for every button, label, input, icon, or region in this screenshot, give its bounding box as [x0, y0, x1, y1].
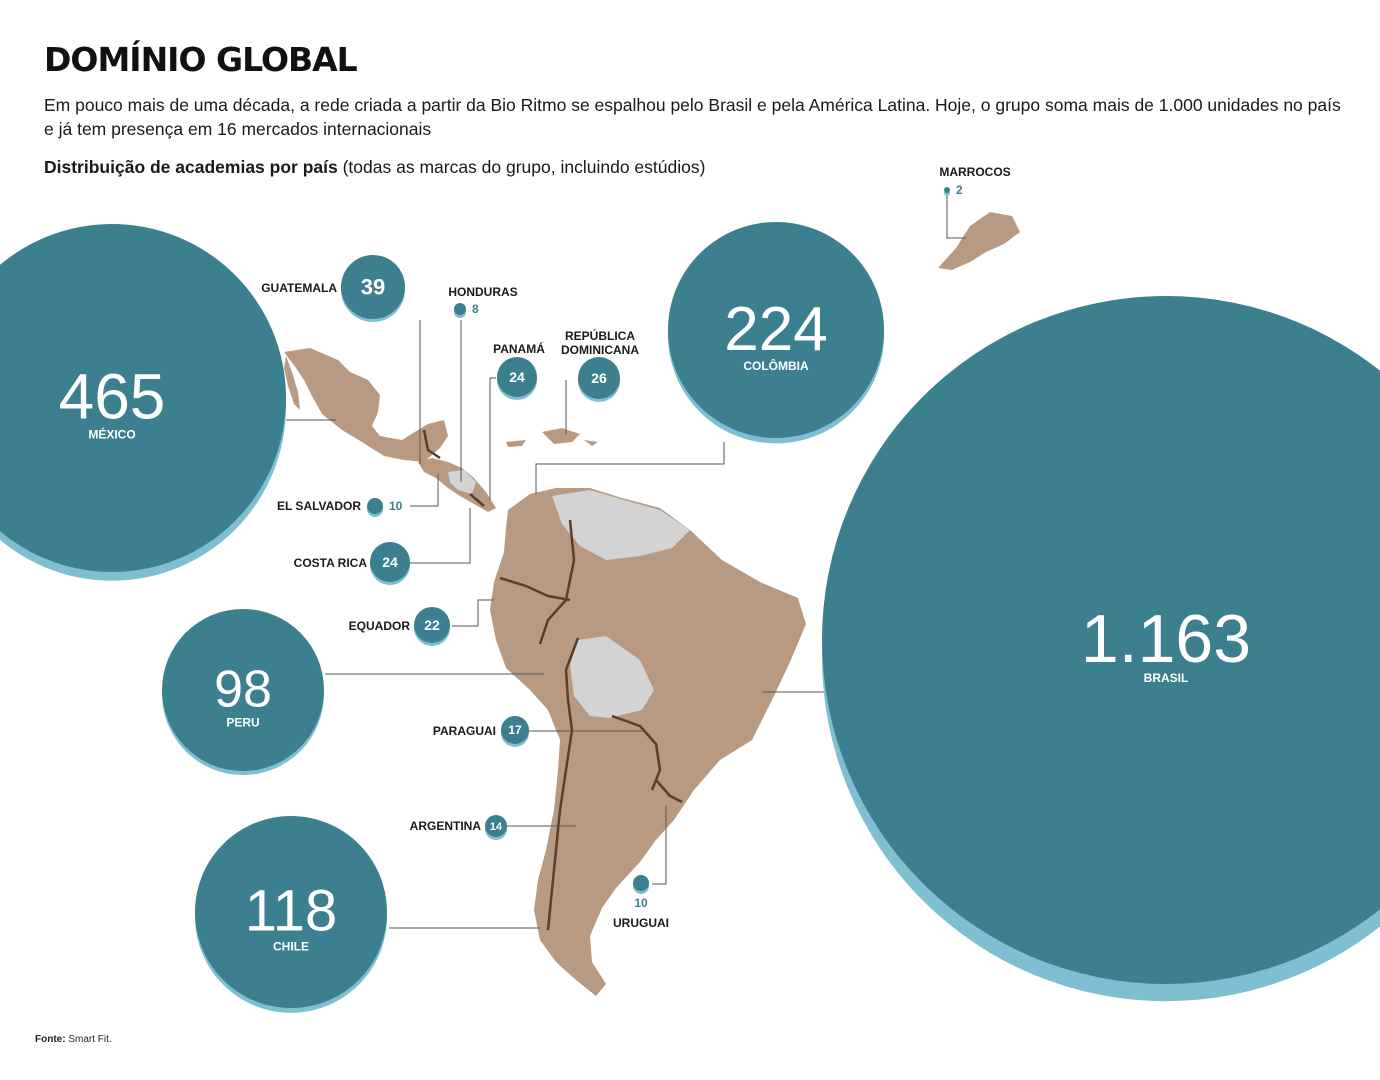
- morocco-land: [938, 212, 1020, 270]
- source-label: Fonte:: [35, 1034, 66, 1045]
- country-label: CHILE: [273, 940, 309, 954]
- value-label: 2: [956, 183, 963, 197]
- bubble-circle: [162, 609, 324, 771]
- country-label: EQUADOR: [349, 619, 411, 633]
- country-label: EL SALVADOR: [277, 499, 361, 513]
- bubble-circle: [414, 607, 450, 643]
- value-label: 17: [508, 723, 522, 737]
- distribution-heading: Distribuição de academias por país (toda…: [44, 157, 705, 178]
- south-america-land: [490, 488, 806, 996]
- leader-lines: [286, 196, 966, 929]
- country-label: MÉXICO: [88, 426, 135, 441]
- value-label: 24: [382, 554, 398, 570]
- value-label: 10: [634, 896, 648, 910]
- bubble-circle: [195, 816, 387, 1008]
- bubble-circle: [454, 303, 466, 315]
- page-title: DOMÍNIO GLOBAL: [44, 40, 358, 79]
- country-label: BRASIL: [1144, 671, 1189, 685]
- value-label: 24: [509, 369, 525, 385]
- bubble-circle: [822, 296, 1380, 984]
- country-label: MARROCOS: [939, 165, 1010, 179]
- bubble-honduras: 8 HONDURAS: [448, 285, 518, 318]
- country-label: GUATEMALA: [261, 281, 337, 295]
- value-label: 465: [59, 360, 166, 432]
- source-note: Fonte: Smart Fit.: [35, 1034, 112, 1045]
- value-label: 22: [424, 617, 440, 633]
- value-label: 98: [214, 661, 272, 719]
- bubble-circle: [497, 357, 537, 397]
- value-label: 8: [472, 302, 479, 316]
- value-label: 39: [361, 275, 385, 300]
- country-label: URUGUAI: [613, 916, 669, 930]
- baja-land: [284, 356, 300, 410]
- source-value: Smart Fit.: [68, 1034, 112, 1045]
- bubble-circle: [485, 815, 507, 837]
- venezuela-guianas-area: [552, 490, 690, 560]
- country-label: REPÚBLICA: [565, 328, 635, 343]
- bubble-guatemala: 39 GUATEMALA: [261, 255, 405, 322]
- bolivia-area: [570, 636, 654, 718]
- bubble-circle: [341, 255, 405, 319]
- bubble-circle: [944, 187, 950, 193]
- mexico-land: [284, 348, 448, 462]
- country-label: PANAMÁ: [493, 341, 545, 356]
- bubble-circle: [633, 875, 649, 891]
- value-label: 118: [245, 879, 337, 944]
- honduras-area: [448, 470, 476, 494]
- country-label: PERU: [226, 716, 259, 730]
- country-label: ARGENTINA: [410, 819, 482, 833]
- country-label: COSTA RICA: [294, 556, 368, 570]
- bubble-circle: [501, 716, 529, 744]
- value-label: 10: [389, 499, 403, 513]
- value-label: 14: [490, 821, 503, 833]
- bubble-equador: 22 EQUADOR: [349, 607, 450, 646]
- bubble-costa-rica: 24 COSTA RICA: [294, 542, 410, 585]
- bubble-panama: 24 PANAMÁ: [493, 341, 545, 400]
- value-label: 1.163: [1081, 601, 1251, 677]
- country-label: PARAGUAI: [433, 724, 496, 738]
- country-borders: [422, 429, 683, 931]
- bubble-paraguai: 17 PARAGUAI: [433, 716, 529, 747]
- distribution-heading-note: (todas as marcas do grupo, incluindo est…: [342, 157, 706, 177]
- distribution-heading-bold: Distribuição de academias por país: [44, 157, 338, 177]
- value-label: 26: [591, 370, 607, 386]
- caribbean-islands: [506, 428, 598, 447]
- bubble-marrocos: 2 MARROCOS: [939, 165, 1010, 197]
- land-layer: [284, 212, 1020, 996]
- value-label: 224: [724, 295, 827, 364]
- bubble-circle: [578, 357, 620, 399]
- country-label: HONDURAS: [448, 285, 517, 299]
- bubble-circle: [668, 222, 884, 438]
- bubble-circle: [367, 498, 383, 514]
- bubble-circle: [370, 542, 410, 582]
- bubble-el-salvador: 10 EL SALVADOR: [277, 498, 403, 517]
- bubble-circle: [0, 224, 286, 572]
- bubble-argentina: 14 ARGENTINA: [410, 815, 507, 840]
- country-label-line-2: DOMINICANA: [561, 343, 639, 357]
- country-label: COLÔMBIA: [743, 358, 809, 373]
- bubble-uruguai: 10 URUGUAI: [613, 875, 669, 930]
- subtitle: Em pouco mais de uma década, a rede cria…: [44, 95, 1341, 139]
